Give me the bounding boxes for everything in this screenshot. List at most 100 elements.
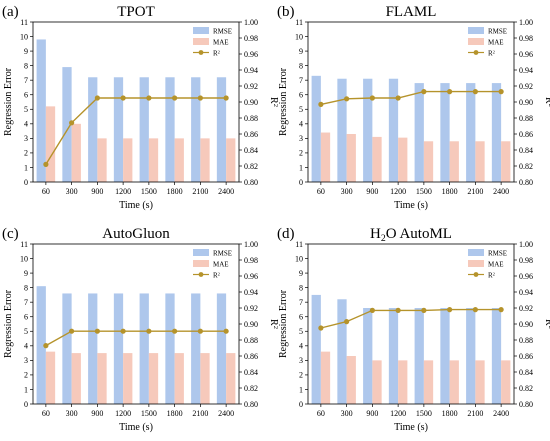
rmse-bar bbox=[440, 308, 450, 404]
rmse-bar bbox=[62, 67, 72, 182]
y-tick-label: 1 bbox=[24, 385, 28, 394]
mae-bar bbox=[45, 106, 56, 182]
y2-tick-label: 1.00 bbox=[519, 18, 533, 27]
rmse-bar bbox=[414, 83, 424, 182]
y2-tick-label: 0.80 bbox=[519, 178, 533, 187]
y2-tick-label: 0.84 bbox=[244, 368, 258, 377]
rmse-bar bbox=[311, 294, 321, 404]
y-tick-label: 3 bbox=[299, 356, 303, 365]
r2-point bbox=[223, 328, 229, 334]
mae-bar bbox=[423, 141, 434, 182]
mae-bar bbox=[501, 360, 511, 404]
x-tick-label: 60 bbox=[317, 409, 325, 418]
rmse-bar bbox=[414, 308, 424, 404]
rmse-bar bbox=[466, 308, 476, 404]
mae-bar bbox=[423, 360, 434, 404]
y-axis-label: Regression Error bbox=[278, 67, 289, 136]
legend-mae-swatch bbox=[468, 260, 484, 267]
legend-rmse-swatch bbox=[468, 249, 484, 256]
x-tick-label: 300 bbox=[341, 187, 353, 196]
y2-tick-label: 0.96 bbox=[244, 50, 258, 59]
y2-tick-label: 0.80 bbox=[244, 178, 258, 187]
chart-panel-b: (b) FLAML 0 1 2 3 4 5 6 7 8 9 10 11 0.80 0.82 0.84 0.86 0.… bbox=[277, 4, 550, 211]
rmse-bar bbox=[216, 293, 227, 404]
y-axis-label: Regression Error bbox=[3, 289, 14, 358]
mae-bar bbox=[226, 353, 236, 404]
rmse-bar bbox=[113, 293, 124, 404]
x-axis-label: Time (s) bbox=[394, 422, 428, 433]
y-tick-label: 2 bbox=[299, 149, 303, 158]
x-tick-label: 300 bbox=[66, 187, 78, 196]
y2-tick-label: 0.82 bbox=[244, 384, 258, 393]
y-tick-label: 9 bbox=[299, 269, 303, 278]
mae-bar bbox=[123, 138, 133, 182]
y-tick-label: 9 bbox=[24, 47, 28, 56]
y2-tick-label: 0.94 bbox=[244, 288, 258, 297]
rmse-bar bbox=[191, 293, 201, 404]
r2-point bbox=[146, 328, 152, 334]
y-tick-label: 7 bbox=[24, 76, 28, 85]
x-tick-label: 2100 bbox=[192, 409, 208, 418]
rmse-bar bbox=[491, 83, 502, 182]
y-tick-label: 5 bbox=[299, 327, 303, 336]
x-tick-label: 1500 bbox=[141, 409, 157, 418]
y2-tick-label: 0.84 bbox=[244, 146, 258, 155]
rmse-bar bbox=[88, 293, 98, 404]
r2-point bbox=[43, 343, 49, 349]
chart-panel-d: (d) H2O AutoML 0 1 2 3 4 5 6 7 8 9 10 11 0.80 0.82 0.84 0… bbox=[277, 226, 550, 433]
y-tick-label: 1 bbox=[299, 385, 303, 394]
y2-tick-label: 0.90 bbox=[244, 320, 258, 329]
legend-rmse-label: RMSE bbox=[213, 250, 232, 258]
x-tick-label: 1800 bbox=[442, 187, 458, 196]
y2-tick-label: 0.92 bbox=[244, 304, 258, 313]
x-tick-label: 1200 bbox=[115, 409, 131, 418]
mae-bar bbox=[346, 356, 356, 404]
y2-tick-label: 0.94 bbox=[244, 66, 258, 75]
y2-tick-label: 0.98 bbox=[244, 256, 258, 265]
y-tick-label: 0 bbox=[24, 400, 28, 409]
mae-bar bbox=[71, 123, 81, 182]
legend-mae-label: MAE bbox=[488, 261, 504, 269]
r2-point bbox=[447, 89, 453, 95]
mae-bar bbox=[148, 353, 159, 404]
y-tick-label: 0 bbox=[299, 400, 303, 409]
legend-rmse-label: RMSE bbox=[488, 250, 507, 258]
chart-title: H2O AutoML bbox=[370, 226, 452, 244]
legend-r2-marker bbox=[473, 50, 479, 55]
chart-panel-a: (a) TPOT 0 1 2 3 4 5 6 7 8 9 10 11 0.80 0.82 0.84 0.86 0.8… bbox=[2, 4, 279, 211]
mae-bar bbox=[372, 360, 382, 404]
bars-group bbox=[311, 75, 511, 182]
rmse-bar bbox=[139, 77, 149, 182]
rmse-bar bbox=[311, 75, 321, 182]
y2-tick-label: 0.98 bbox=[519, 256, 533, 265]
r2-point bbox=[94, 328, 100, 334]
y-tick-label: 11 bbox=[295, 18, 303, 27]
r2-point bbox=[318, 101, 324, 107]
r2-point bbox=[472, 89, 478, 95]
mae-bar bbox=[174, 353, 184, 404]
rmse-bar bbox=[388, 308, 399, 404]
y-tick-label: 6 bbox=[24, 313, 28, 322]
mae-bar bbox=[346, 134, 356, 182]
mae-bar bbox=[449, 360, 459, 404]
r2-line bbox=[45, 330, 227, 347]
y2-tick-label: 0.88 bbox=[244, 114, 258, 123]
y-tick-label: 5 bbox=[299, 105, 303, 114]
y-tick-label: 10 bbox=[20, 254, 28, 263]
y-tick-label: 7 bbox=[24, 298, 28, 307]
legend: RMSE MAE R2 bbox=[468, 27, 507, 58]
mae-bar bbox=[449, 141, 459, 182]
y2-tick-label: 0.98 bbox=[244, 34, 258, 43]
y2-tick-label: 0.86 bbox=[519, 130, 533, 139]
y-tick-label: 11 bbox=[20, 240, 28, 249]
r2-point bbox=[69, 120, 75, 126]
legend-mae-swatch bbox=[468, 38, 484, 45]
x-axis-label: Time (s) bbox=[119, 200, 153, 211]
mae-bar bbox=[226, 138, 236, 182]
chart-title: FLAML bbox=[386, 4, 437, 20]
r2-point bbox=[344, 96, 350, 102]
y2-tick-label: 0.88 bbox=[519, 114, 533, 123]
mae-bar bbox=[398, 360, 408, 404]
x-tick-label: 1200 bbox=[390, 409, 406, 418]
bars-group bbox=[36, 39, 236, 182]
